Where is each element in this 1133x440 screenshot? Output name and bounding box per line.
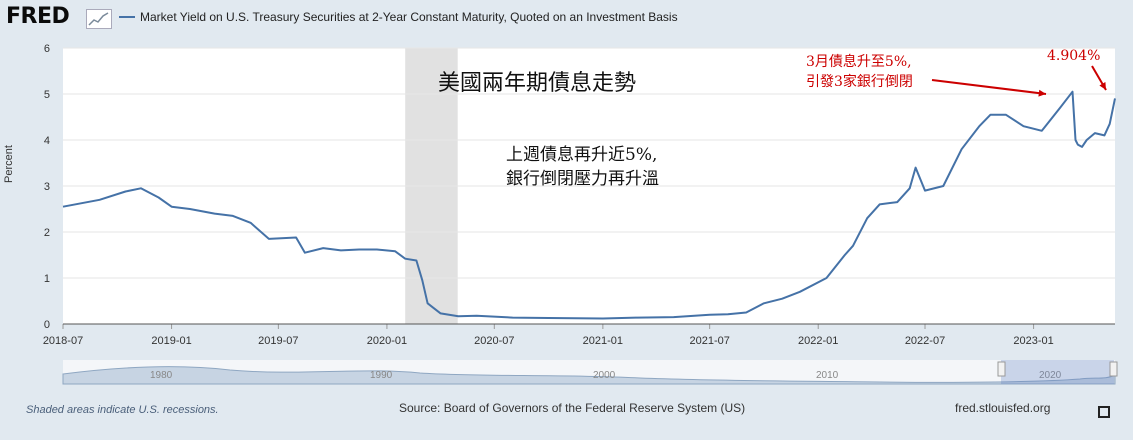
legend-swatch	[119, 16, 135, 18]
navigator-tick-label: 2000	[593, 370, 616, 381]
navigator-selection	[1001, 360, 1114, 384]
annotation-red-2: 引發3家銀行倒閉	[806, 73, 913, 90]
x-tick-label: 2020-01	[367, 335, 407, 347]
annotation-arrow-latest-head	[1099, 82, 1106, 90]
y-tick-label: 5	[44, 89, 50, 101]
navigator-tick-label: 2010	[816, 370, 839, 381]
x-tick-label: 2021-01	[583, 335, 623, 347]
annotation-red-1: 3月債息升至5%,	[806, 53, 912, 70]
y-tick-label: 1	[44, 273, 50, 285]
x-tick-label: 2023-01	[1013, 335, 1053, 347]
navigator-tick-label: 1990	[370, 370, 393, 381]
x-tick-label: 2022-07	[905, 335, 945, 347]
recession-note: Shaded areas indicate U.S. recessions.	[26, 404, 219, 416]
series-line	[62, 90, 1116, 320]
navigator-handle[interactable]	[1109, 361, 1118, 377]
navigator-tick-label: 2020	[1039, 370, 1062, 381]
y-tick-label: 3	[44, 181, 50, 193]
y-tick-label: 4	[44, 135, 50, 147]
fred-logo[interactable]: FRED	[6, 4, 70, 29]
header: FRED Market Yield on U.S. Treasury Secur…	[0, 0, 1133, 36]
x-tick-label: 2019-07	[258, 335, 298, 347]
x-tick-label: 2020-07	[474, 335, 514, 347]
chart-line-icon	[86, 9, 112, 29]
annotation-middle-1: 上週債息再升近5%,	[506, 145, 657, 165]
source-note: Source: Board of Governors of the Federa…	[399, 401, 746, 415]
navigator-series	[62, 366, 1116, 385]
navigator-tick-label: 1980	[150, 370, 173, 381]
fullscreen-icon[interactable]	[1098, 406, 1110, 418]
x-tick-label: 2018-07	[43, 335, 83, 347]
series-title[interactable]: Market Yield on U.S. Treasury Securities…	[140, 10, 678, 24]
y-tick-label: 0	[44, 319, 50, 331]
x-tick-label: 2022-01	[798, 335, 838, 347]
y-tick-label: 6	[44, 43, 50, 55]
y-tick-label: 2	[44, 227, 50, 239]
annotation-arrow-march-head	[1038, 89, 1046, 97]
annotation-middle-2: 銀行倒閉壓力再升溫	[506, 169, 659, 189]
annotation-title: 美國兩年期債息走勢	[438, 71, 636, 96]
annotation-red-value: 4.904%	[1047, 48, 1100, 64]
x-tick-label: 2021-07	[689, 335, 729, 347]
navigator-handle[interactable]	[997, 361, 1006, 377]
site-link[interactable]: fred.stlouisfed.org	[955, 401, 1051, 415]
x-tick-label: 2019-01	[151, 335, 191, 347]
annotation-arrow-march	[931, 79, 1047, 95]
